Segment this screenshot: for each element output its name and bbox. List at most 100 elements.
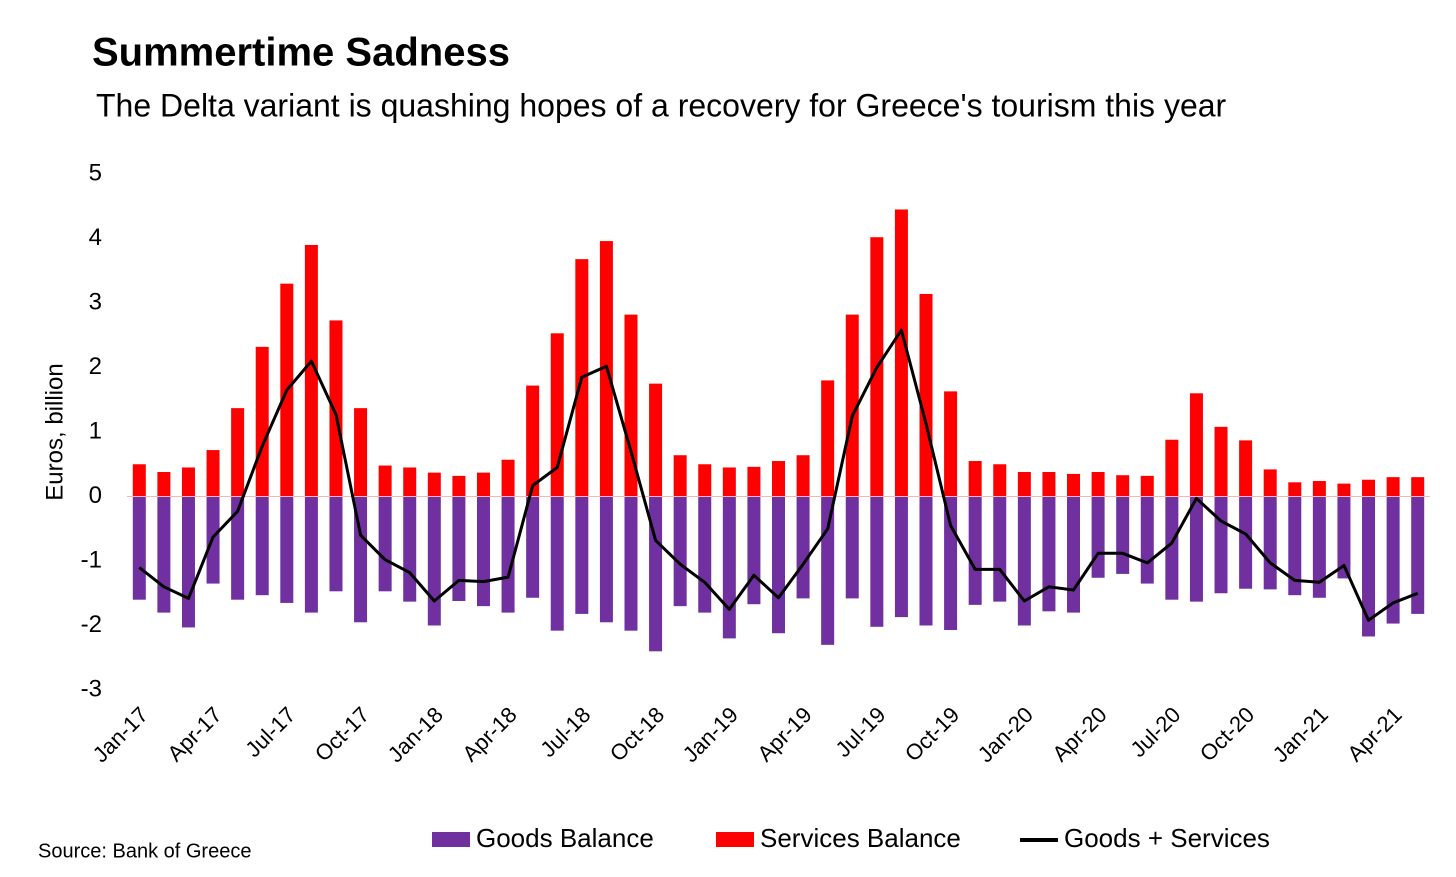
- x-tick-label: Jul-18: [535, 702, 595, 762]
- y-tick-label: 1: [89, 417, 102, 444]
- bar: [575, 496, 589, 614]
- bar: [427, 472, 441, 497]
- x-tick-label: Apr-19: [752, 702, 816, 766]
- y-tick-label: 4: [89, 224, 102, 251]
- y-tick-label: 5: [89, 159, 102, 186]
- bar: [772, 496, 785, 634]
- x-tick-label: Apr-17: [162, 702, 226, 766]
- bar: [1189, 496, 1203, 602]
- x-tick-label: Jul-19: [830, 702, 890, 762]
- y-tick-label: -2: [81, 611, 102, 638]
- bar: [1362, 496, 1376, 637]
- bar: [255, 496, 269, 596]
- bar: [157, 471, 171, 497]
- bar: [1362, 479, 1376, 497]
- x-tick-label: Jan-18: [383, 702, 448, 767]
- bar: [501, 459, 515, 497]
- bar: [673, 496, 687, 607]
- bar: [1189, 393, 1203, 497]
- bar: [526, 496, 540, 598]
- x-tick-label: Oct-18: [605, 702, 669, 766]
- bar: [1017, 496, 1031, 626]
- bar: [1116, 475, 1130, 497]
- bar: [181, 467, 195, 497]
- bar: [378, 496, 392, 592]
- bar: [255, 346, 269, 497]
- bar: [944, 496, 958, 631]
- bar: [944, 391, 958, 497]
- legend-swatch: [716, 832, 754, 847]
- bar: [772, 461, 785, 497]
- bar: [722, 467, 736, 497]
- bar: [1263, 469, 1277, 497]
- bar: [821, 496, 835, 645]
- bar: [919, 496, 933, 626]
- bar: [403, 496, 417, 602]
- bar: [304, 244, 318, 497]
- bar: [673, 455, 687, 497]
- line-series: [138, 328, 1419, 622]
- bar: [1239, 440, 1253, 497]
- bar: [329, 320, 343, 497]
- bar: [550, 496, 564, 631]
- bar: [304, 496, 318, 613]
- bar: [624, 314, 638, 497]
- bar: [280, 496, 294, 603]
- x-tick-label: Jul-20: [1125, 702, 1185, 762]
- bar: [1214, 426, 1228, 497]
- bar: [993, 464, 1007, 497]
- legend-label: Goods + Services: [1064, 823, 1270, 853]
- x-tick-label: Oct-20: [1195, 702, 1259, 766]
- bar: [354, 408, 368, 497]
- bar: [1042, 471, 1056, 497]
- bar: [1116, 496, 1130, 574]
- bar: [1239, 496, 1253, 589]
- bar: [354, 496, 368, 623]
- bar: [476, 496, 490, 607]
- bar: [403, 467, 417, 497]
- legend-label: Goods Balance: [476, 823, 654, 853]
- bar: [1386, 496, 1400, 624]
- bar: [1067, 496, 1081, 613]
- bar: [1165, 439, 1179, 497]
- bar: [452, 475, 466, 497]
- bar: [649, 383, 663, 497]
- bar: [968, 496, 982, 605]
- bar: [870, 496, 884, 627]
- bar: [1042, 496, 1056, 612]
- bar: [1386, 477, 1400, 497]
- bar: [206, 450, 220, 497]
- x-tick-label: Jan-20: [973, 702, 1038, 767]
- bar: [378, 465, 392, 497]
- bar: [427, 496, 441, 626]
- bar: [1017, 471, 1031, 497]
- bar: [845, 314, 859, 497]
- bar: [1312, 481, 1326, 497]
- y-tick-label: 2: [89, 353, 102, 380]
- bar: [526, 385, 540, 497]
- x-tick-label: Jan-21: [1268, 702, 1333, 767]
- bar: [968, 461, 982, 497]
- bar: [1263, 496, 1277, 590]
- chart-title: Summertime Sadness: [92, 31, 510, 75]
- bar: [1140, 496, 1154, 584]
- y-axis-label: Euros, billion: [41, 363, 68, 500]
- bar: [157, 496, 171, 613]
- bar: [1091, 471, 1105, 497]
- x-tick-label: Apr-20: [1047, 702, 1111, 766]
- bar: [722, 496, 736, 639]
- bar: [1091, 496, 1105, 578]
- bar: [1288, 496, 1302, 596]
- bar: [231, 408, 245, 497]
- bar: [452, 496, 466, 601]
- y-tick-label: -1: [81, 546, 102, 573]
- bar: [1214, 496, 1228, 594]
- bar: [501, 496, 515, 613]
- source-note: Source: Bank of Greece: [38, 840, 251, 862]
- bar: [698, 496, 712, 613]
- bar: [1337, 496, 1351, 579]
- x-tick-label: Apr-18: [457, 702, 521, 766]
- bar: [624, 496, 638, 631]
- bar: [894, 496, 908, 618]
